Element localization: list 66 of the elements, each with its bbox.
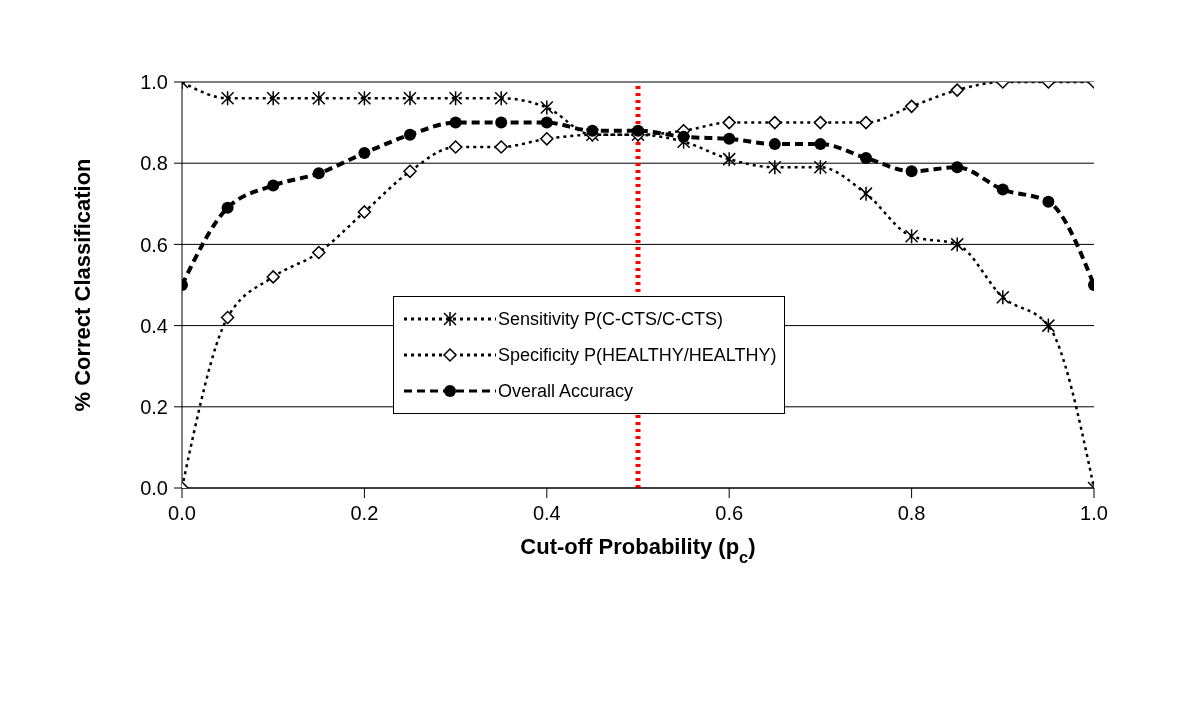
x-tick-label: 0.8	[897, 502, 926, 525]
point	[403, 164, 417, 179]
point	[221, 201, 234, 214]
legend-label: Specificity P(HEALTHY/HEALTHY)	[498, 344, 777, 366]
point	[312, 90, 326, 106]
point	[404, 128, 416, 141]
point	[494, 140, 508, 154]
x-axis-title: Cut-off Probability (p$_{c}$)	[520, 534, 756, 566]
y-tick-label: 0.8	[140, 152, 168, 175]
point	[220, 310, 235, 325]
y-tick-label: 1.0	[140, 71, 168, 94]
point	[722, 151, 736, 167]
point	[813, 159, 828, 176]
point	[1042, 195, 1055, 208]
point	[859, 115, 873, 130]
point	[996, 183, 1009, 196]
point	[267, 179, 280, 192]
point	[494, 90, 508, 106]
point	[540, 132, 554, 146]
point	[904, 99, 919, 114]
point	[448, 140, 463, 154]
point	[950, 83, 964, 97]
point	[312, 245, 326, 260]
y-tick-label: 0.4	[140, 314, 168, 337]
point	[266, 90, 280, 106]
point	[449, 116, 462, 129]
point	[357, 90, 372, 106]
point	[813, 115, 828, 130]
point	[1041, 317, 1056, 334]
point	[996, 289, 1010, 305]
point	[540, 99, 554, 116]
point	[768, 115, 782, 130]
point	[768, 138, 781, 151]
point	[448, 90, 463, 106]
x-tick-label: 0.4	[532, 502, 561, 525]
x-tick-label: 0.6	[715, 502, 744, 525]
y-axis-title: % Correct Classification	[69, 158, 95, 412]
point	[357, 205, 372, 219]
point	[950, 236, 964, 253]
point	[266, 270, 280, 284]
point	[951, 161, 964, 174]
point	[403, 90, 417, 106]
x-tick-label: 0.2	[350, 502, 379, 525]
point	[358, 147, 371, 160]
point	[540, 116, 553, 129]
point	[495, 116, 508, 129]
legend-label: Overall Accuracy	[498, 380, 634, 402]
point	[312, 167, 325, 180]
point	[814, 138, 827, 151]
point	[220, 90, 235, 106]
point	[904, 228, 919, 245]
point	[723, 132, 736, 145]
y-tick-label: 0.0	[140, 477, 168, 500]
point	[768, 159, 782, 176]
point	[586, 124, 599, 137]
point	[677, 130, 690, 143]
point	[860, 151, 872, 164]
x-tick-label: 1.0	[1080, 502, 1108, 525]
x-tick-label: 0.0	[168, 502, 196, 525]
y-tick-label: 0.2	[140, 395, 168, 418]
point	[632, 124, 644, 137]
point	[859, 185, 873, 202]
point	[905, 165, 918, 178]
point	[722, 115, 736, 130]
legend-label: Sensitivity P(C-CTS/C-CTS)	[498, 308, 724, 330]
y-tick-label: 0.6	[140, 233, 168, 256]
